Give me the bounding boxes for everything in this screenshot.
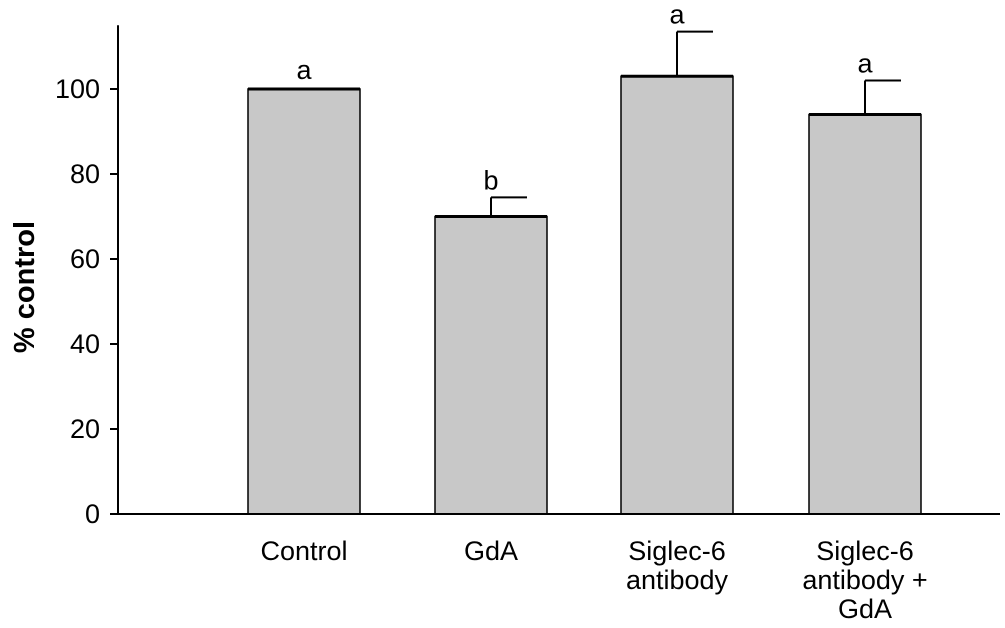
significance-label-3: a <box>857 49 873 79</box>
x-category-label-line: GdA <box>838 594 892 624</box>
y-tick-label-0: 0 <box>85 499 100 529</box>
x-category-label-line: GdA <box>464 536 518 566</box>
significance-label-1: b <box>483 165 498 195</box>
x-category-label-line: Siglec-6 <box>816 536 914 566</box>
y-tick-label-5: 100 <box>55 74 100 104</box>
x-category-label-3: Siglec-6 antibody + GdA <box>802 536 927 624</box>
bar-3 <box>808 113 922 515</box>
y-tick-label-1: 20 <box>70 414 100 444</box>
x-category-label-line: antibody + <box>802 565 927 595</box>
bars-layer <box>247 30 922 515</box>
y-tick-label-2: 40 <box>70 329 100 359</box>
y-tick-label-3: 60 <box>70 244 100 274</box>
x-category-label-line: Siglec-6 <box>628 536 726 566</box>
x-category-label-0: Control <box>260 536 347 566</box>
y-tick-label-4: 80 <box>70 159 100 189</box>
bar-1 <box>434 215 548 515</box>
bar-2 <box>620 75 734 515</box>
significance-label-0: a <box>296 55 312 85</box>
y-axis-title: % control <box>9 221 41 353</box>
axes-layer <box>110 25 1000 515</box>
x-category-label-1: GdA <box>464 536 518 566</box>
significance-label-2: a <box>669 0 685 30</box>
x-category-label-2: Siglec-6 antibody <box>626 536 729 595</box>
x-category-label-line: antibody <box>626 565 729 595</box>
x-category-label-line: Control <box>260 536 347 566</box>
bar-0 <box>247 88 361 515</box>
